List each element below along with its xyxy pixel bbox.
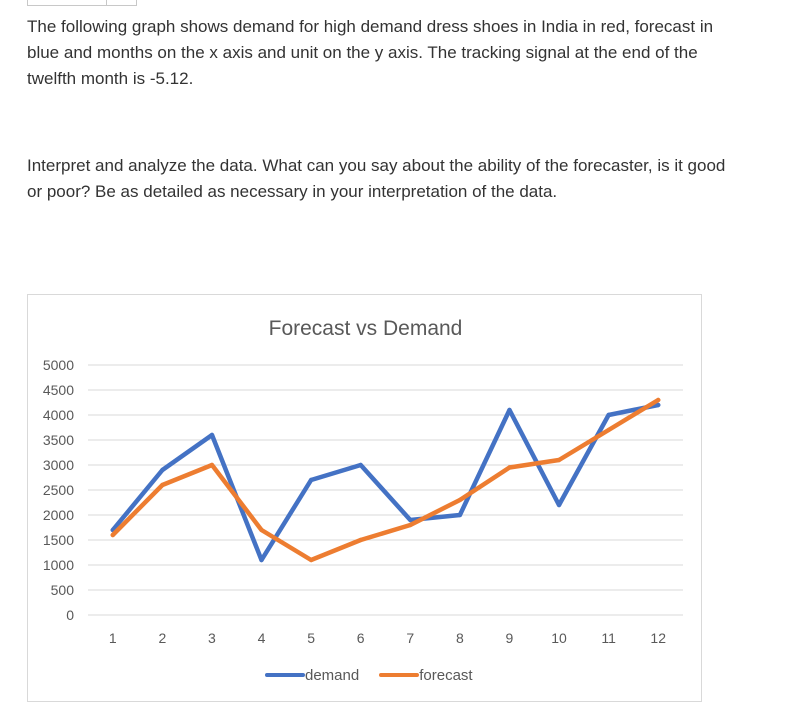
x-tick-label: 11 xyxy=(601,630,616,646)
y-tick-label: 3000 xyxy=(43,457,74,473)
x-tick-label: 10 xyxy=(551,630,567,646)
legend-label-demand: demand xyxy=(305,666,360,684)
y-tick-label: 500 xyxy=(51,582,75,598)
question-paragraph-1: The following graph shows demand for hig… xyxy=(27,17,714,88)
chart-title: Forecast vs Demand xyxy=(269,317,463,340)
x-tick-label: 3 xyxy=(208,630,216,646)
line-chart: Forecast vs Demand 0 500 1000 1500 2000 2500 30… xyxy=(43,317,683,646)
data-point-demand xyxy=(308,477,314,483)
data-point-forecast xyxy=(259,527,264,533)
data-point-forecast xyxy=(507,465,512,470)
data-point-demand xyxy=(656,402,661,408)
y-tick-label: 4000 xyxy=(43,407,74,423)
data-point-demand xyxy=(259,557,264,563)
legend-item-demand: demand xyxy=(265,667,359,684)
series-line-demand xyxy=(110,402,661,563)
chart-legend: demand forecast xyxy=(265,666,493,684)
data-point-forecast xyxy=(160,482,165,488)
data-point-forecast xyxy=(358,537,363,543)
x-tick-label: 1 xyxy=(109,630,117,646)
y-tick-label: 4500 xyxy=(43,382,74,398)
x-tick-label: 4 xyxy=(258,630,266,646)
legend-label-forecast: forecast xyxy=(419,666,473,684)
chart-frame: Forecast vs Demand 0 500 1000 1500 2000 2500 30… xyxy=(27,294,702,702)
y-tick-label: 5000 xyxy=(43,357,74,373)
data-point-demand xyxy=(160,467,165,473)
data-point-forecast xyxy=(656,397,661,403)
x-tick-label: 8 xyxy=(456,630,464,646)
data-point-demand xyxy=(408,517,413,523)
y-tick-label: 3500 xyxy=(43,432,74,448)
top-tab-decoration xyxy=(27,0,137,6)
x-tick-label: 12 xyxy=(650,630,666,646)
data-point-forecast xyxy=(457,497,463,503)
data-point-demand xyxy=(507,407,512,413)
x-tick-label: 6 xyxy=(357,630,365,646)
y-tick-label: 1000 xyxy=(43,557,74,573)
y-tick-label: 2500 xyxy=(43,482,74,498)
series-line-forecast xyxy=(110,397,661,563)
x-tick-label: 7 xyxy=(406,630,414,646)
legend-swatch-demand xyxy=(265,673,305,677)
y-tick-label: 0 xyxy=(66,607,74,623)
data-point-forecast xyxy=(408,522,413,528)
y-tick-label: 2000 xyxy=(43,507,74,523)
data-point-demand xyxy=(556,502,562,508)
x-tick-label: 5 xyxy=(307,630,315,646)
question-paragraph-2: Interpret and analyze the data. What can… xyxy=(27,156,726,201)
legend-swatch-forecast xyxy=(379,673,420,677)
x-tick-label: 9 xyxy=(506,630,514,646)
data-point-forecast xyxy=(556,457,562,463)
data-point-forecast xyxy=(308,557,314,563)
x-tick-label: 2 xyxy=(158,630,166,646)
legend-item-forecast: forecast xyxy=(379,666,473,684)
data-point-forecast xyxy=(209,462,215,468)
y-tick-label: 1500 xyxy=(43,532,74,548)
data-point-demand xyxy=(606,412,611,418)
data-point-forecast xyxy=(110,532,115,538)
data-point-forecast xyxy=(606,427,611,433)
data-point-demand xyxy=(209,432,215,438)
data-point-demand xyxy=(457,512,463,518)
data-point-demand xyxy=(358,462,363,468)
